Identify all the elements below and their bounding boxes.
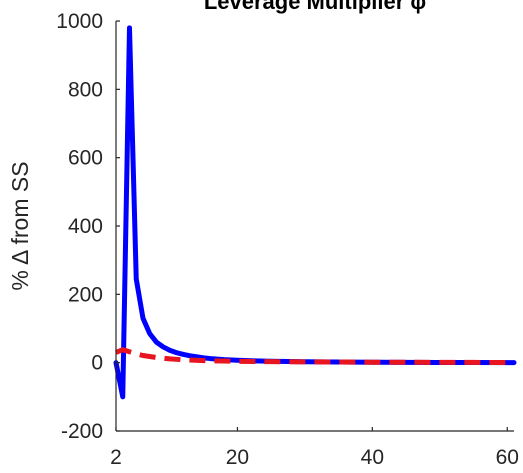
x-tick-label: 60 xyxy=(496,446,519,469)
series-line-2 xyxy=(115,347,515,365)
x-tick-label: 20 xyxy=(226,446,249,469)
x-tick-label: 2 xyxy=(110,446,122,469)
tick-layer: 2 20 40 60 -200 0 200 400 600 800 1000 xyxy=(56,10,519,469)
y-tick-label: 0 xyxy=(91,352,103,375)
x-tick-label: 40 xyxy=(361,446,384,469)
y-tick-label: 800 xyxy=(68,78,103,101)
y-axis-title: % Δ from SS xyxy=(7,161,33,290)
y-tick-label: 600 xyxy=(68,147,103,170)
chart-title: Leverage Multiplier φ xyxy=(204,0,426,14)
plot-area-background xyxy=(116,21,514,431)
series-layer xyxy=(113,25,517,400)
y-tick-label: -200 xyxy=(61,420,103,443)
y-tick-label: 200 xyxy=(68,283,103,306)
y-tick-label: 1000 xyxy=(56,10,103,33)
y-tick-label: 400 xyxy=(68,215,103,238)
